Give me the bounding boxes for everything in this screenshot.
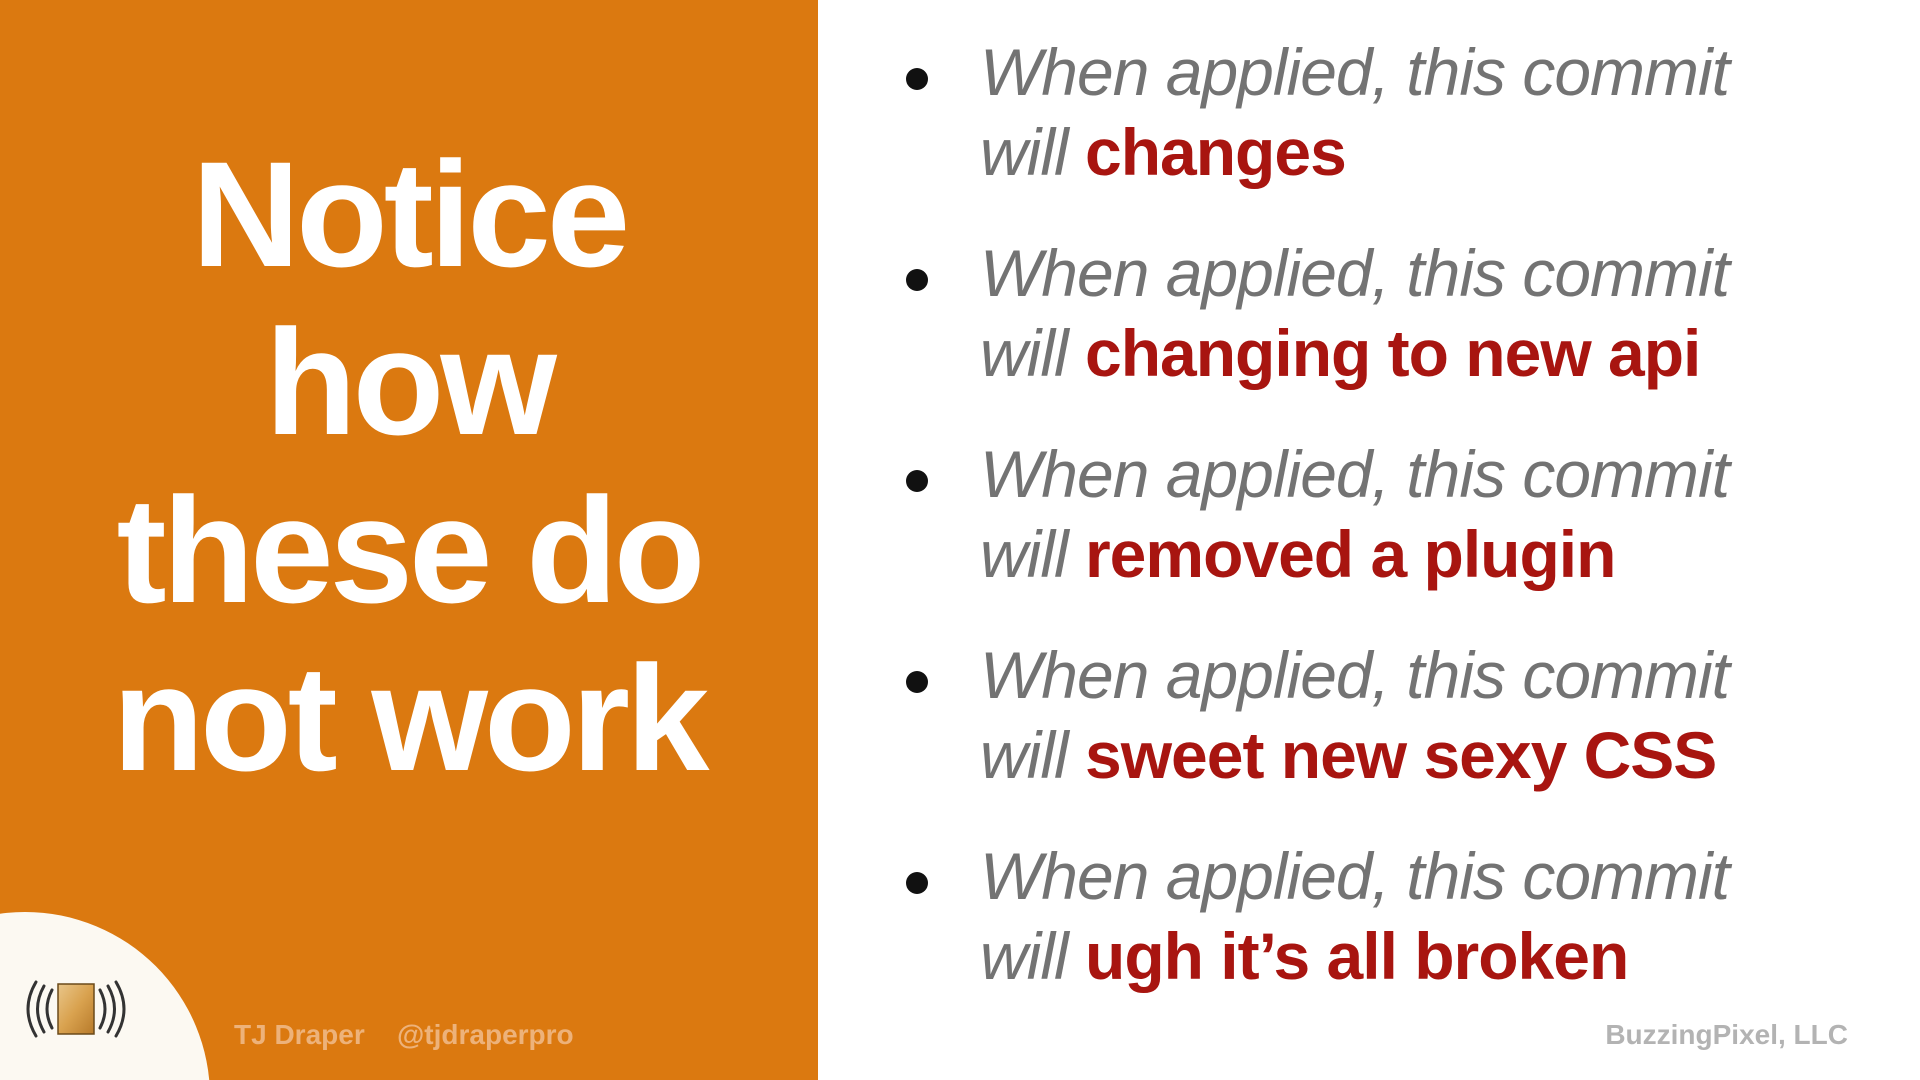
- list-item: When applied, this commit will changing …: [900, 233, 1880, 434]
- bullet-prefix: When applied, this commit: [980, 236, 1730, 310]
- company-name: BuzzingPixel, LLC: [1605, 1019, 1848, 1050]
- bullet-prefix: When applied, this commit: [980, 638, 1730, 712]
- bullet-emphasis: changing to new api: [1085, 316, 1701, 390]
- bullet-prefix-will: will: [980, 517, 1069, 591]
- bullet-dot-icon: [906, 872, 928, 894]
- bullet-prefix-will: will: [980, 115, 1069, 189]
- list-item: When applied, this commit will changes: [900, 32, 1880, 233]
- bullet-dot-icon: [906, 470, 928, 492]
- bullet-emphasis: removed a plugin: [1085, 517, 1616, 591]
- commit-examples-list: When applied, this commit will changes W…: [900, 32, 1880, 1037]
- bullet-emphasis: ugh it’s all broken: [1085, 919, 1629, 993]
- author-name: TJ Draper: [234, 1019, 365, 1050]
- list-item: When applied, this commit will ugh it’s …: [900, 836, 1880, 1037]
- list-item: When applied, this commit will removed a…: [900, 434, 1880, 635]
- bullet-emphasis: sweet new sexy CSS: [1085, 718, 1717, 792]
- bullet-dot-icon: [906, 671, 928, 693]
- headline: Notice how these do not work: [0, 130, 818, 802]
- title-panel: Notice how these do not work TJ Draper: [0, 0, 818, 1080]
- bullet-prefix-will: will: [980, 919, 1069, 993]
- headline-line: these do: [116, 466, 706, 634]
- list-item: When applied, this commit will sweet new…: [900, 635, 1880, 836]
- headline-line: Notice: [191, 130, 630, 298]
- bullet-prefix: When applied, this commit: [980, 839, 1730, 913]
- bullet-emphasis: changes: [1085, 115, 1347, 189]
- author-handle: @tjdraperpro: [397, 1019, 574, 1050]
- bullet-dot-icon: [906, 68, 928, 90]
- bullet-prefix-will: will: [980, 316, 1069, 390]
- bullet-prefix: When applied, this commit: [980, 35, 1730, 109]
- bullet-prefix: When applied, this commit: [980, 437, 1730, 511]
- headline-line: not work: [112, 634, 710, 802]
- bullet-dot-icon: [906, 269, 928, 291]
- headline-line: how: [265, 298, 557, 466]
- buzzing-square-logo-icon: [26, 980, 126, 1038]
- bullet-prefix-will: will: [980, 718, 1069, 792]
